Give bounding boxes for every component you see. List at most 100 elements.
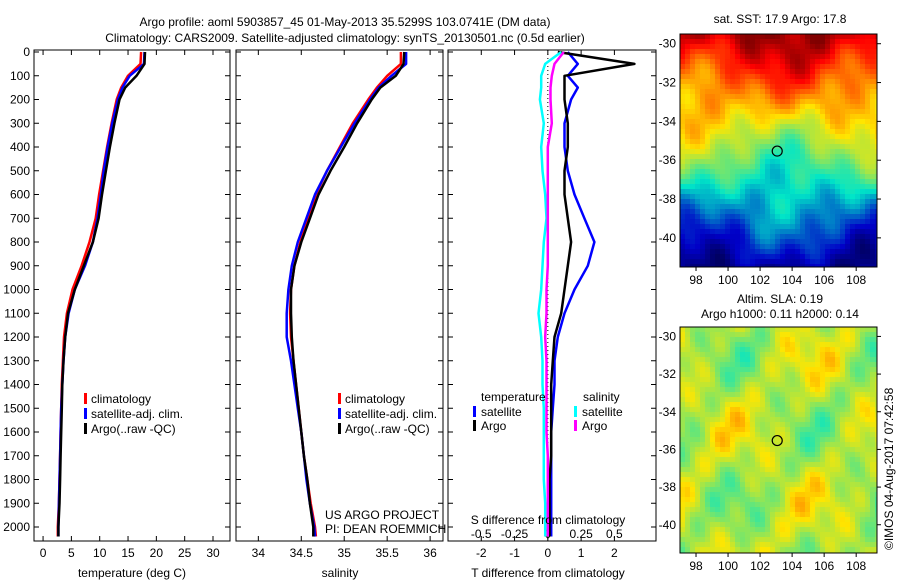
map-cell	[690, 89, 695, 94]
map-cell	[800, 542, 805, 547]
map-cell	[685, 542, 690, 547]
map-cell	[875, 99, 877, 104]
map-cell	[810, 327, 815, 332]
map-cell	[740, 69, 745, 74]
map-cell	[820, 532, 825, 537]
map-cell	[740, 327, 745, 332]
map-cell	[750, 332, 755, 337]
map-cell	[705, 249, 710, 254]
map-cell	[865, 527, 870, 532]
map-cell	[865, 129, 870, 134]
map-cell	[775, 129, 780, 134]
map-cell	[705, 422, 710, 427]
map-cell	[685, 407, 690, 412]
map-cell	[765, 74, 770, 79]
map-cell	[870, 99, 875, 104]
map-cell	[715, 259, 720, 264]
map-cell	[745, 537, 750, 542]
map-cell	[685, 472, 690, 477]
map-cell	[845, 362, 850, 367]
map-cell	[820, 154, 825, 159]
map-cell	[815, 417, 820, 422]
map-cell	[765, 234, 770, 239]
map-cell	[800, 532, 805, 537]
map-cell	[790, 497, 795, 502]
map-cell	[790, 377, 795, 382]
map-cell	[780, 427, 785, 432]
map-cell	[840, 412, 845, 417]
map-cell	[855, 492, 860, 497]
map-cell	[805, 94, 810, 99]
map-cell	[875, 532, 877, 537]
y-tick-label: -36	[659, 153, 677, 167]
map-cell	[735, 239, 740, 244]
map-cell	[735, 417, 740, 422]
map-cell	[750, 417, 755, 422]
map-cell	[685, 387, 690, 392]
map-cell	[730, 352, 735, 357]
map-cell	[710, 64, 715, 69]
map-cell	[690, 249, 695, 254]
map-cell	[865, 362, 870, 367]
map-cell	[875, 387, 877, 392]
map-cell	[830, 264, 835, 267]
map-cell	[730, 184, 735, 189]
map-cell	[785, 482, 790, 487]
map-cell	[835, 412, 840, 417]
map-cell	[825, 69, 830, 74]
map-cell	[785, 442, 790, 447]
map-cell	[760, 84, 765, 89]
map-cell	[700, 104, 705, 109]
map-cell	[825, 114, 830, 119]
map-cell	[685, 462, 690, 467]
map-cell	[705, 229, 710, 234]
map-cell	[720, 234, 725, 239]
map-cell	[725, 189, 730, 194]
map-cell	[730, 69, 735, 74]
map-cell	[685, 422, 690, 427]
map-cell	[815, 134, 820, 139]
map-cell	[855, 234, 860, 239]
map-cell	[705, 492, 710, 497]
map-cell	[860, 219, 865, 224]
map-cell	[795, 109, 800, 114]
map-cell	[695, 124, 700, 129]
map-cell	[680, 104, 685, 109]
map-cell	[790, 352, 795, 357]
map-cell	[690, 39, 695, 44]
map-cell	[810, 367, 815, 372]
map-cell	[680, 487, 685, 492]
map-cell	[750, 124, 755, 129]
map-cell	[850, 179, 855, 184]
map-cell	[800, 109, 805, 114]
map-cell	[690, 109, 695, 114]
map-cell	[790, 537, 795, 542]
map-cell	[870, 124, 875, 129]
map-cell	[855, 214, 860, 219]
map-cell	[750, 362, 755, 367]
map-cell	[765, 94, 770, 99]
map-cell	[800, 159, 805, 164]
map-cell	[855, 54, 860, 59]
map-cell	[750, 512, 755, 517]
map-cell	[820, 542, 825, 547]
map-cell	[810, 407, 815, 412]
map-cell	[760, 134, 765, 139]
map-cell	[760, 94, 765, 99]
map-cell	[820, 54, 825, 59]
map-cell	[785, 144, 790, 149]
map-cell	[735, 427, 740, 432]
map-cell	[715, 357, 720, 362]
map-cell	[870, 452, 875, 457]
map-cell	[745, 219, 750, 224]
map-cell	[745, 64, 750, 69]
map-cell	[725, 94, 730, 99]
map-cell	[740, 482, 745, 487]
map-cell	[860, 337, 865, 342]
map-cell	[860, 467, 865, 472]
map-cell	[875, 382, 877, 387]
map-cell	[720, 44, 725, 49]
map-cell	[875, 174, 877, 179]
map-cell	[680, 234, 685, 239]
map-cell	[740, 347, 745, 352]
